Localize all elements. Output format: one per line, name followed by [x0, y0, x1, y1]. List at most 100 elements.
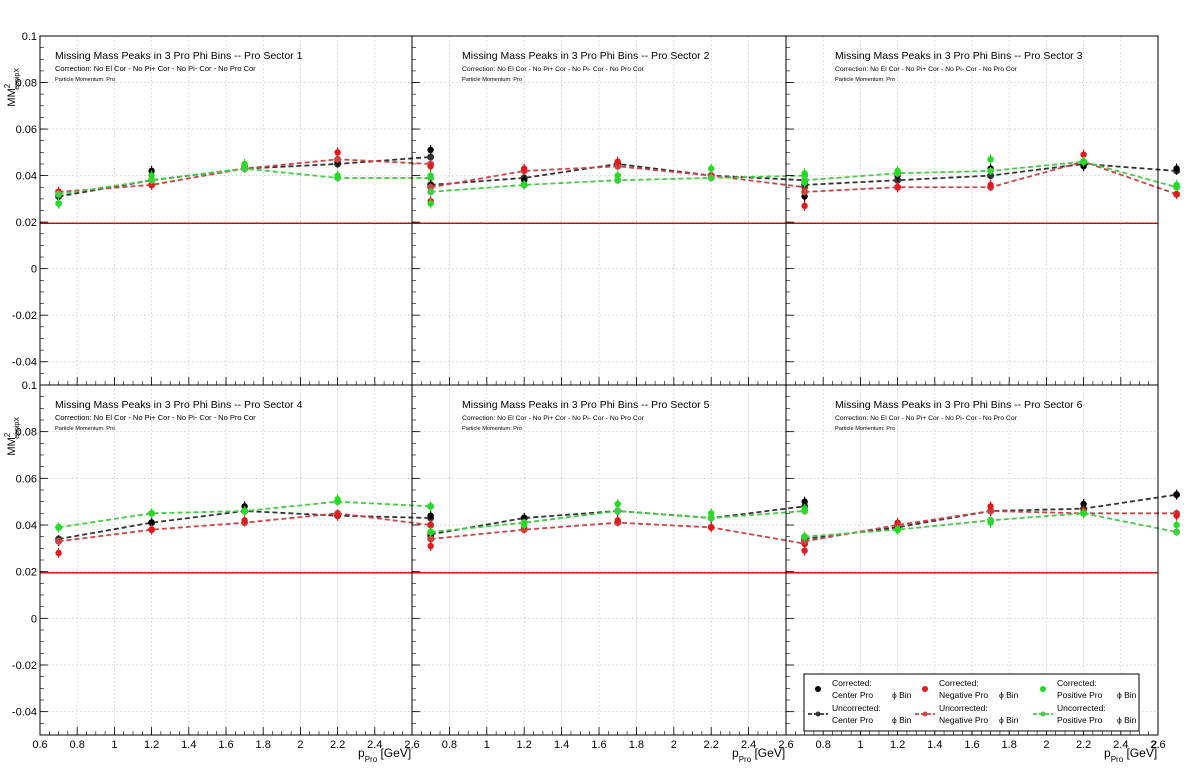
x-tick-label: 2: [1043, 739, 1049, 751]
corrected-negative-point: [801, 202, 808, 210]
y-tick-label: 0: [31, 613, 37, 625]
uncorrected-positive-point: [427, 188, 435, 196]
corrected-center-point: [801, 498, 808, 505]
y-axis-label-text: MM2 eppipX: [3, 68, 21, 107]
corrected-positive-point: [148, 510, 155, 517]
panel-correction-text: Correction: No El Cor - No Pi+ Cor - No …: [835, 415, 1018, 422]
corrected-negative-point: [1173, 191, 1180, 198]
x-axis-label-unit: [GeV]: [1123, 746, 1157, 760]
x-tick-label: 1.8: [629, 739, 644, 751]
corrected-positive-point: [801, 179, 808, 186]
y-tick-label: 0.04: [16, 171, 37, 183]
x-tick-label: 1.6: [218, 739, 233, 751]
x-tick-label: 0.8: [70, 739, 85, 751]
legend-label-line1: Corrected:: [1057, 678, 1097, 688]
y-tick-label: 0.02: [16, 567, 37, 579]
panel-momentum-text: Particle Momentum: Pro: [55, 426, 115, 432]
panel-title-sector-1: Missing Mass Peaks in 3 Pro Phi Bins -- …: [55, 50, 303, 62]
panel-title-sector-2: Missing Mass Peaks in 3 Pro Phi Bins -- …: [462, 50, 710, 62]
y-tick-label: 0.08: [16, 78, 37, 90]
panel-correction-text: Correction: No El Cor - No Pi+ Cor - No …: [462, 66, 645, 73]
legend-label-line2: Positive Pro: [1057, 690, 1103, 700]
y-axis-label-main: MM: [6, 437, 18, 455]
corrected-negative-point: [1080, 151, 1087, 158]
panel-title-sector-6: Missing Mass Peaks in 3 Pro Phi Bins -- …: [835, 399, 1083, 411]
x-tick-label: 2: [671, 739, 677, 751]
corrected-positive-point: [614, 500, 621, 508]
legend-marker-unc_positive: [1040, 711, 1046, 717]
legend-label-phi: ϕ Bin: [999, 690, 1019, 700]
corrected-positive-point: [987, 519, 994, 526]
x-tick-label: 2.6: [778, 739, 793, 751]
corrected-positive-point: [801, 505, 808, 512]
legend-label-phi: ϕ Bin: [1117, 715, 1137, 725]
y-axis-label-sup: 2: [3, 432, 12, 437]
corrected-negative-point: [987, 503, 994, 510]
x-tick-label: 2.4: [367, 739, 382, 751]
corrected-negative-point: [55, 549, 62, 557]
y-tick-label: 0.06: [16, 124, 37, 136]
corrected-center-point: [1080, 500, 1087, 508]
legend-label-line1: Corrected:: [939, 678, 979, 688]
x-axis-label-sub: Pro: [1111, 755, 1124, 764]
uncorrected-negative-point: [801, 188, 809, 196]
x-tick-label: 2.2: [330, 739, 345, 751]
x-tick-label: 2.2: [704, 739, 719, 751]
legend: Corrected: Center Pro ϕ Bin Corrected: Negat…: [803, 673, 1140, 732]
corrected-positive-point: [1080, 510, 1087, 517]
x-axis-label-main: p: [1104, 746, 1111, 760]
corrected-negative-point: [614, 517, 621, 524]
legend-marker-corr_negative: [922, 686, 928, 692]
y-tick-label-clipped: 0.1: [22, 31, 37, 43]
x-tick-label: 1.6: [591, 739, 606, 751]
panel-momentum-text: Particle Momentum: Pro: [55, 77, 115, 83]
x-axis-label: pPro [GeV]: [358, 746, 411, 764]
panel-momentum-text: Particle Momentum: Pro: [462, 77, 522, 83]
panel-frames: [39, 35, 1159, 736]
corrected-positive-point: [334, 496, 341, 503]
x-tick-label: 1.6: [964, 739, 979, 751]
x-axis-label-sub: Pro: [739, 755, 752, 764]
corrected-positive-point: [894, 167, 901, 175]
x-tick-label: 1: [111, 739, 117, 751]
x-tick-label: 0.8: [816, 739, 831, 751]
corrected-positive-point: [894, 526, 901, 533]
corrected-positive-point: [708, 165, 715, 172]
panel-correction-text: Correction: No El Cor - No Pi+ Cor - No …: [55, 64, 256, 73]
panel-title-sector-3: Missing Mass Peaks in 3 Pro Phi Bins -- …: [835, 50, 1083, 62]
legend-marker-corr_center: [815, 686, 821, 692]
corrected-positive-point: [55, 524, 62, 531]
x-tick-label: 1.2: [890, 739, 905, 751]
legend-label-phi: ϕ Bin: [892, 715, 912, 725]
panel-title-sector-4: Missing Mass Peaks in 3 Pro Phi Bins -- …: [55, 399, 303, 411]
corrected-center-point: [1173, 491, 1180, 498]
y-axis-label-sup: 2: [3, 83, 12, 88]
x-tick-label: 1.4: [181, 739, 196, 751]
y-axis-label: MM2 eppipX: [3, 417, 21, 456]
x-tick-label: 2.4: [741, 739, 756, 751]
uncorrected-positive-point: [987, 167, 995, 175]
x-axis-label: pPro [GeV]: [732, 746, 785, 764]
corrected-negative-point: [148, 526, 155, 533]
x-axis-label-main: p: [358, 746, 365, 760]
legend-label-line2: Negative Pro: [939, 690, 988, 700]
legend-label-line1: Uncorrected:: [1057, 703, 1106, 713]
x-axis-label-main: p: [732, 746, 739, 760]
panel-correction-text: Correction: No El Cor - No Pi+ Cor - No …: [462, 415, 645, 422]
corrected-positive-point: [427, 200, 434, 207]
corrected-positive-point: [521, 521, 528, 529]
x-tick-label: 0.6: [32, 739, 47, 751]
corrected-negative-point: [521, 165, 528, 172]
y-tick-label: 0.06: [16, 473, 37, 485]
x-axis-label-sub: Pro: [365, 755, 378, 764]
corrected-positive-point: [1173, 181, 1180, 189]
corrected-center-point: [427, 512, 434, 519]
corrected-positive-point: [614, 172, 621, 179]
x-tick-label: 1: [484, 739, 490, 751]
y-tick-label: -0.04: [12, 707, 37, 719]
legend-marker-unc_negative: [922, 711, 928, 717]
y-tick-label: -0.02: [12, 660, 37, 672]
legend-marker-unc_center: [815, 711, 821, 717]
corrected-negative-point: [334, 512, 341, 519]
corrected-positive-point: [334, 172, 341, 179]
